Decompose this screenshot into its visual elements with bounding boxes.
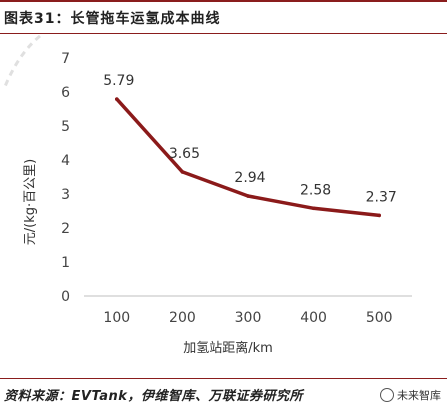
watermark-text: 未来智库 <box>397 389 441 402</box>
footer-divider <box>0 378 447 379</box>
y-tick-label: 6 <box>61 85 70 101</box>
y-tick-label: 7 <box>61 51 70 67</box>
data-label: 2.37 <box>366 189 397 205</box>
y-tick-label: 2 <box>61 221 70 237</box>
x-tick-label: 200 <box>169 310 196 326</box>
watermark: 未来智库 <box>380 387 441 403</box>
data-label: 5.79 <box>103 73 134 89</box>
y-tick-label: 5 <box>61 119 70 135</box>
data-point <box>377 213 382 218</box>
series-line <box>115 97 381 218</box>
data-point <box>311 206 316 211</box>
x-tick-label: 300 <box>235 310 262 326</box>
data-label: 3.65 <box>169 146 200 162</box>
y-axis-label: 元/(kg·百公里) <box>23 159 38 245</box>
source-note: 资料来源：EVTank，伊维智库、万联证券研究所 <box>4 389 303 404</box>
watermark-logo-icon <box>380 388 394 402</box>
data-label: 2.94 <box>234 170 265 186</box>
data-point <box>180 170 185 174</box>
data-point <box>115 97 119 101</box>
x-tick-label: 500 <box>366 310 393 326</box>
figure-title: 图表31：长管拖车运氢成本曲线 <box>4 11 221 27</box>
x-tick-label: 100 <box>103 310 130 326</box>
title-bar: 图表31：长管拖车运氢成本曲线 <box>0 0 447 34</box>
y-tick-label: 1 <box>61 255 70 271</box>
line-chart: 0 1 2 3 4 5 6 7 100 200 300 400 500 5.79 3.65 2.94 2.58… <box>23 51 412 356</box>
x-axis-label: 加氢站距离/km <box>183 340 273 356</box>
y-tick-label: 0 <box>61 289 70 305</box>
data-point <box>246 194 250 198</box>
y-tick-label: 4 <box>61 153 70 169</box>
data-label: 2.58 <box>300 182 331 198</box>
y-tick-label: 3 <box>61 187 70 203</box>
decorative-arc <box>2 34 41 90</box>
x-tick-label: 400 <box>300 310 327 326</box>
